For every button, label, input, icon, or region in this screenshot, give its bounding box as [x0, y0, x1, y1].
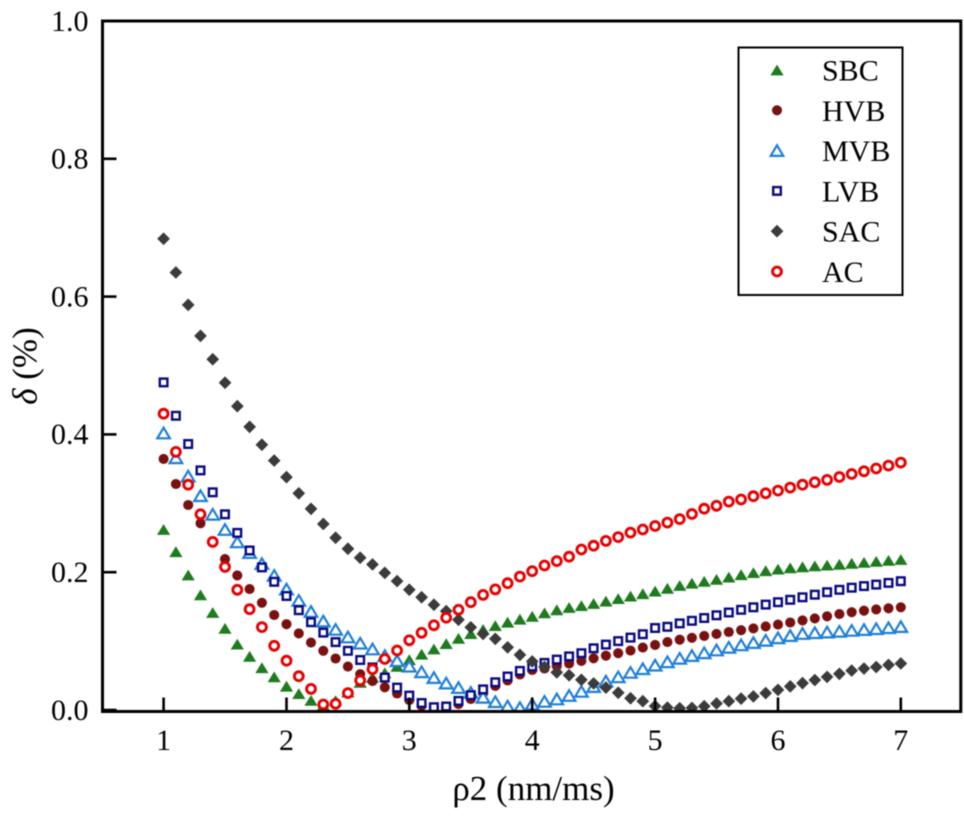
svg-text:HVB: HVB — [822, 95, 885, 128]
svg-text:3: 3 — [402, 724, 417, 757]
svg-text:δ (%): δ (%) — [6, 327, 45, 405]
svg-text:SAC: SAC — [822, 216, 880, 249]
svg-text:7: 7 — [893, 724, 908, 757]
svg-text:0.0: 0.0 — [51, 694, 89, 727]
svg-text:5: 5 — [648, 724, 663, 757]
svg-text:2: 2 — [279, 724, 294, 757]
svg-text:0.4: 0.4 — [51, 418, 89, 451]
svg-text:0.8: 0.8 — [51, 143, 89, 176]
svg-text:AC: AC — [822, 256, 864, 289]
svg-text:0.2: 0.2 — [51, 556, 89, 589]
svg-text:4: 4 — [525, 724, 540, 757]
svg-text:1: 1 — [156, 724, 171, 757]
svg-text:LVB: LVB — [822, 175, 879, 208]
svg-text:1.0: 1.0 — [51, 5, 89, 38]
svg-text:MVB: MVB — [822, 135, 890, 168]
svg-text:0.6: 0.6 — [51, 280, 89, 313]
svg-text:6: 6 — [771, 724, 786, 757]
svg-text:ρ2 (nm/ms): ρ2 (nm/ms) — [452, 769, 614, 808]
svg-text:SBC: SBC — [822, 55, 879, 88]
